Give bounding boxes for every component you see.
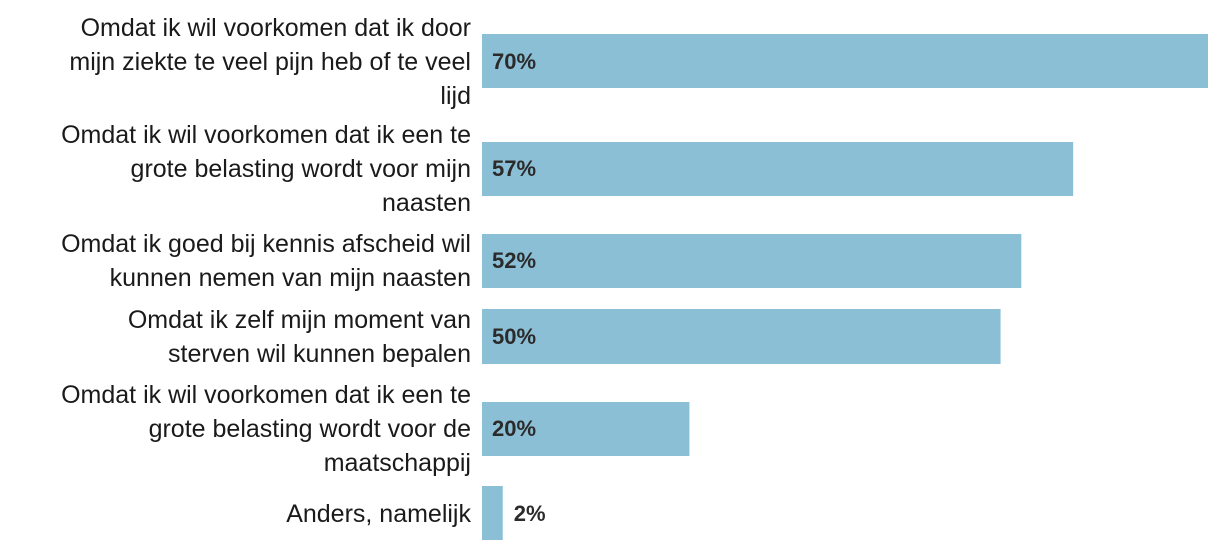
category-label-line: naasten [382, 189, 471, 217]
value-label-4: 20% [492, 416, 536, 441]
category-label-line: Omdat ik wil voorkomen dat ik door [81, 14, 471, 42]
category-labels-layer: Omdat ik wil voorkomen dat ik door mijn z… [61, 14, 471, 528]
value-label-3: 50% [492, 324, 536, 349]
value-label-1: 57% [492, 156, 536, 181]
category-label-2: Omdat ik goed bij kennis afscheid wil kun… [61, 230, 471, 292]
category-label-line: lijd [440, 82, 471, 110]
category-label-line: Omdat ik goed bij kennis afscheid wil [61, 230, 471, 258]
bar-3 [482, 309, 1001, 364]
category-label-5: Anders, namelijk [286, 500, 471, 528]
category-label-3: Omdat ik zelf mijn moment van sterven wil… [128, 306, 471, 368]
category-label-line: Anders, namelijk [286, 500, 471, 528]
bar-1 [482, 142, 1074, 196]
category-label-line: Omdat ik wil voorkomen dat ik een te [61, 381, 471, 409]
category-label-line: sterven wil kunnen bepalen [168, 340, 471, 368]
bars-layer [482, 34, 1208, 540]
bar-0 [482, 34, 1208, 88]
category-label-1: Omdat ik wil voorkomen dat ik een te grot… [61, 121, 471, 217]
category-label-line: grote belasting wordt voor mijn [131, 155, 471, 183]
category-label-line: grote belasting wordt voor de [149, 415, 471, 443]
value-labels-layer: 70% 57% 52% 50% 20% 2% [492, 49, 546, 526]
value-label-0: 70% [492, 49, 536, 74]
value-label-5: 2% [514, 501, 546, 526]
category-label-line: Omdat ik wil voorkomen dat ik een te [61, 121, 471, 149]
category-label-4: Omdat ik wil voorkomen dat ik een te grot… [61, 381, 471, 477]
category-label-line: kunnen nemen van mijn naasten [110, 264, 471, 292]
bar-2 [482, 234, 1022, 288]
category-label-line: mijn ziekte te veel pijn heb of te veel [69, 48, 471, 76]
bar-5 [482, 486, 503, 540]
bar-4 [482, 402, 690, 456]
value-label-2: 52% [492, 248, 536, 273]
category-label-line: maatschappij [324, 449, 471, 477]
category-label-0: Omdat ik wil voorkomen dat ik door mijn z… [69, 14, 471, 110]
category-label-line: Omdat ik zelf mijn moment van [128, 306, 471, 334]
